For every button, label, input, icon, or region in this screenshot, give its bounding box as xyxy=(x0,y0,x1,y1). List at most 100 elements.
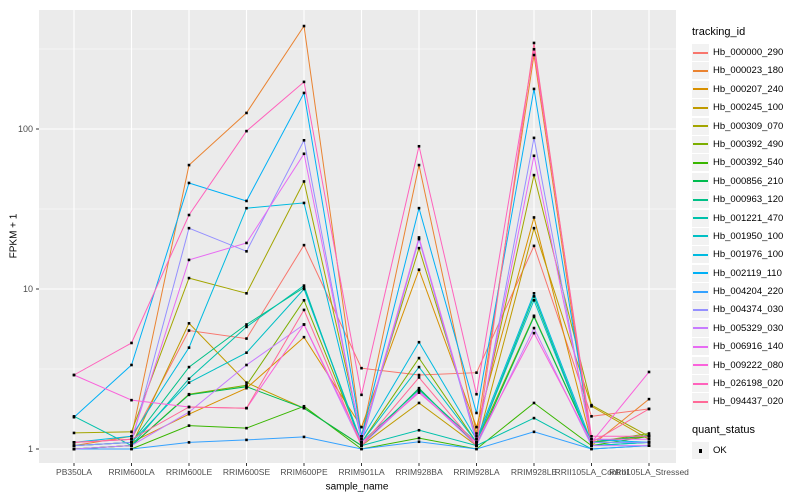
data-point xyxy=(532,154,536,158)
legend-entry: Hb_000392_490 xyxy=(692,135,798,153)
legend-label: Hb_004374_030 xyxy=(713,304,784,316)
data-point xyxy=(417,388,421,391)
legend-label: Hb_026198_020 xyxy=(713,378,784,390)
data-point xyxy=(130,444,133,447)
data-point xyxy=(187,226,191,230)
data-point xyxy=(72,373,76,377)
data-point xyxy=(475,444,478,447)
data-point xyxy=(130,435,133,438)
legend-label: Hb_005329_030 xyxy=(713,322,784,334)
legend: tracking_id Hb_000000_290 Hb_000023_180 Hb… xyxy=(692,26,798,461)
data-point xyxy=(302,201,306,205)
data-point xyxy=(532,53,536,57)
data-point xyxy=(72,447,76,451)
data-point xyxy=(187,322,191,325)
data-point xyxy=(302,308,306,312)
legend-key xyxy=(692,191,709,209)
legend-color-section: tracking_id Hb_000000_290 Hb_000023_180 Hb… xyxy=(692,26,798,411)
legend-entry: Hb_000309_070 xyxy=(692,117,798,135)
line-swatch-icon xyxy=(693,217,708,220)
y-axis-title: FPKM + 1 xyxy=(8,213,20,259)
data-point xyxy=(187,405,191,409)
legend-key xyxy=(692,80,709,98)
legend-key xyxy=(692,338,709,356)
data-point xyxy=(532,331,536,335)
legend-entry: Hb_000392_540 xyxy=(692,154,798,172)
legend-label: Hb_000023_180 xyxy=(713,65,784,77)
legend-key xyxy=(692,117,709,135)
data-point xyxy=(532,41,536,45)
data-point xyxy=(532,315,536,319)
line-swatch-icon xyxy=(693,88,708,91)
data-point xyxy=(302,138,306,142)
x-tick-label: RRIM901LA xyxy=(338,467,385,477)
legend-entry: Hb_002119_110 xyxy=(692,264,798,282)
legend-label: Hb_001950_100 xyxy=(713,230,784,242)
data-point xyxy=(532,326,536,330)
legend-color-title: tracking_id xyxy=(692,26,746,38)
legend-entry: Hb_006916_140 xyxy=(692,338,798,356)
data-point xyxy=(302,152,306,156)
line-swatch-icon xyxy=(693,198,708,201)
legend-shape-title: quant_status xyxy=(692,424,755,437)
data-point xyxy=(302,323,306,326)
legend-key xyxy=(692,154,709,172)
data-point xyxy=(245,386,248,390)
data-point xyxy=(245,337,248,340)
data-point xyxy=(360,437,363,441)
legend-shape-section: quant_status OK xyxy=(692,424,798,460)
data-point xyxy=(302,180,306,183)
data-point xyxy=(532,47,536,51)
legend-key xyxy=(692,44,709,61)
line-swatch-icon xyxy=(693,272,708,275)
legend-key xyxy=(692,172,709,190)
data-point xyxy=(417,428,421,432)
legend-key xyxy=(692,283,709,301)
data-point xyxy=(590,444,593,447)
data-point xyxy=(475,392,478,396)
legend-key xyxy=(692,393,709,411)
line-swatch-icon xyxy=(693,161,708,164)
data-point xyxy=(302,335,306,339)
data-point xyxy=(647,407,651,411)
data-point xyxy=(475,371,478,374)
data-point xyxy=(417,401,421,405)
data-point xyxy=(417,144,421,148)
data-point xyxy=(245,291,248,295)
legend-label: Hb_000392_540 xyxy=(713,157,784,169)
legend-label: Hb_001976_100 xyxy=(713,249,784,261)
data-point xyxy=(417,440,421,444)
data-point xyxy=(532,244,536,248)
data-point xyxy=(532,416,536,420)
data-point xyxy=(187,276,191,280)
data-point xyxy=(590,415,593,418)
data-point xyxy=(302,406,306,410)
x-tick-label: RRIM600PE xyxy=(280,467,328,477)
data-point xyxy=(302,298,306,302)
data-point xyxy=(417,389,421,393)
legend-key xyxy=(692,356,709,374)
data-point xyxy=(360,393,363,397)
legend-label: Hb_000963_120 xyxy=(713,194,784,206)
data-point xyxy=(245,250,248,253)
legend-entry: Hb_009222_080 xyxy=(692,356,798,374)
legend-key xyxy=(692,442,709,460)
legend-key xyxy=(692,246,709,264)
data-point xyxy=(532,291,536,295)
data-point xyxy=(417,206,421,210)
x-tick-label: RRIM928LE xyxy=(511,467,558,477)
data-point xyxy=(417,391,421,394)
legend-key xyxy=(692,209,709,227)
data-point xyxy=(360,447,363,451)
legend-label: Hb_000207_240 xyxy=(713,83,784,95)
data-point xyxy=(360,444,363,447)
data-point xyxy=(590,437,593,441)
data-point xyxy=(532,226,536,230)
data-point xyxy=(417,163,421,167)
data-point xyxy=(590,447,593,451)
data-point xyxy=(72,444,76,447)
data-point xyxy=(475,441,478,444)
y-tick-label: 1 xyxy=(28,444,33,454)
data-point xyxy=(187,441,191,444)
line-swatch-icon xyxy=(693,290,708,293)
